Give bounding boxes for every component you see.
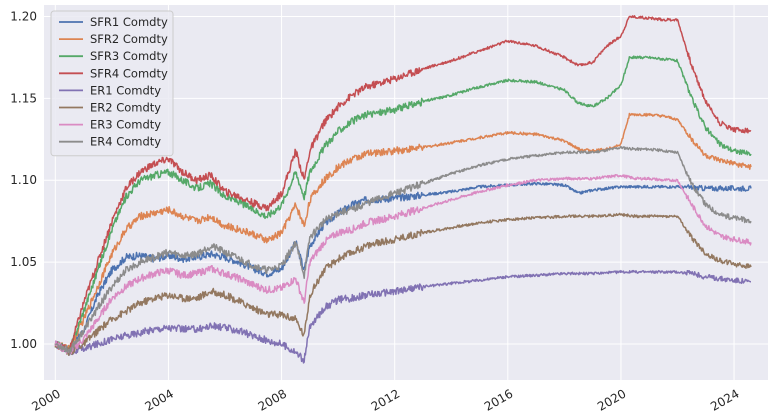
x-tick-label: 2000 <box>29 386 62 413</box>
y-tick-label: 1.00 <box>10 337 37 351</box>
y-tick-label: 1.15 <box>10 91 37 105</box>
x-tick-label: 2016 <box>482 386 515 413</box>
y-tick-label: 1.05 <box>10 255 37 269</box>
series-line <box>54 269 752 364</box>
y-axis-ticks: 1.00 1.05 1.10 1.15 1.20 <box>10 9 37 351</box>
legend-label: ER2 Comdty <box>90 101 161 115</box>
legend-box <box>50 10 174 157</box>
legend-label: SFR4 Comdty <box>90 66 168 80</box>
series-line <box>54 15 752 353</box>
legend-label: ER3 Comdty <box>90 118 161 132</box>
series-line <box>54 173 752 355</box>
legend-label: ER1 Comdty <box>90 83 161 97</box>
x-tick-label: 2024 <box>708 386 741 413</box>
series-line <box>55 181 752 353</box>
legend-label: SFR3 Comdty <box>90 49 168 63</box>
legend-label: SFR1 Comdty <box>90 15 168 29</box>
x-tick-label: 2004 <box>142 386 175 413</box>
x-tick-label: 2012 <box>369 386 402 413</box>
series-line <box>54 145 752 354</box>
x-axis-ticks: 2000 2004 2008 2012 2016 2020 2024 <box>29 386 741 413</box>
legend-label: SFR2 Comdty <box>90 32 168 46</box>
series-line <box>54 55 752 353</box>
x-tick-label: 2020 <box>595 386 628 413</box>
series-line <box>54 212 752 356</box>
x-tick-label: 2008 <box>256 386 289 413</box>
legend-label: ER4 Comdty <box>90 135 161 149</box>
series-line <box>54 112 752 352</box>
y-tick-label: 1.20 <box>10 9 37 23</box>
series-lines <box>54 15 752 364</box>
legend: SFR1 Comdty SFR2 Comdty SFR3 Comdty SFR4 Co… <box>50 10 174 157</box>
y-tick-label: 1.10 <box>10 173 37 187</box>
